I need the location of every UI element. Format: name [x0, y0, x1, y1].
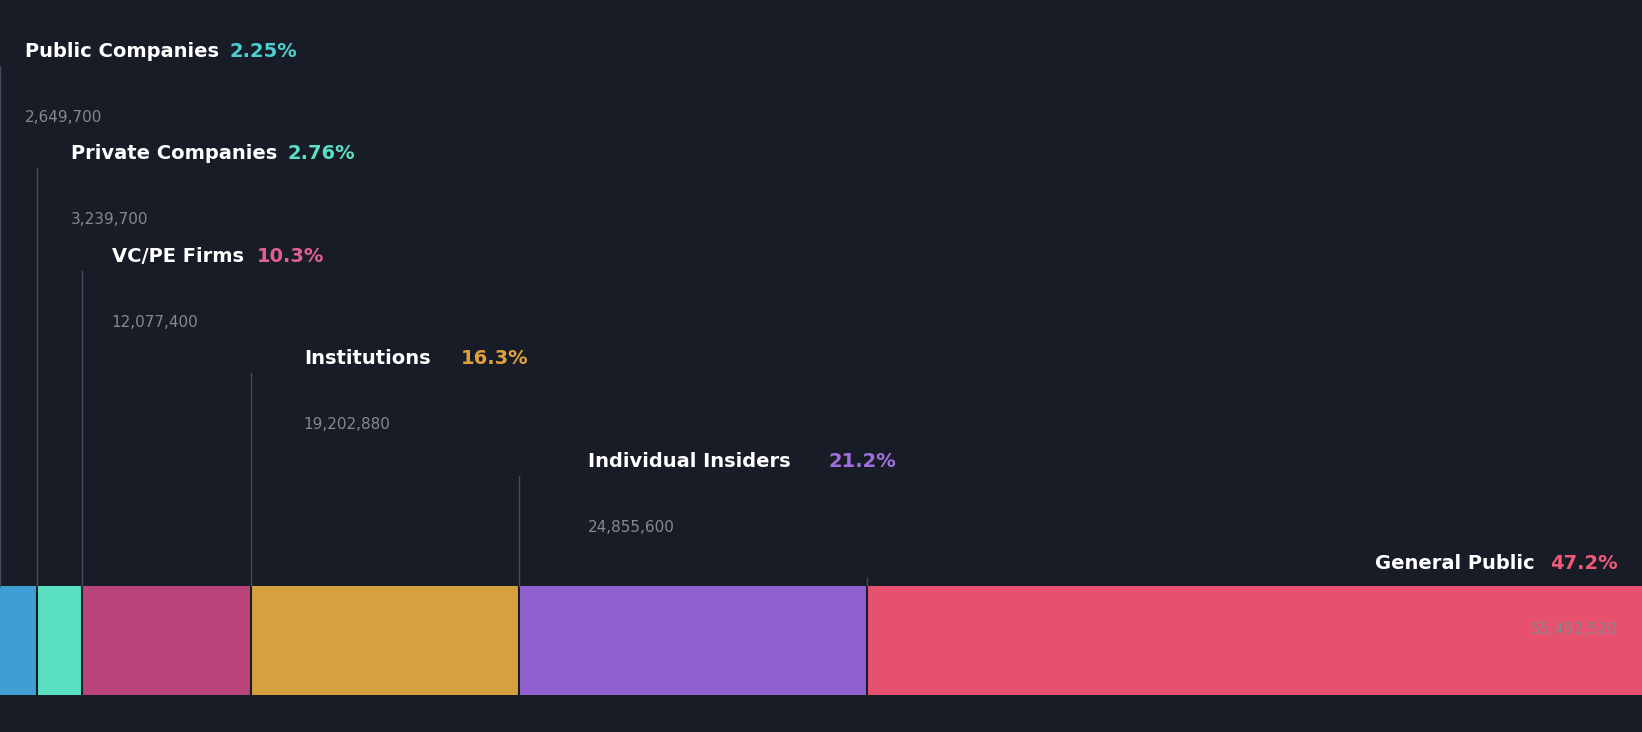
- Text: Institutions: Institutions: [304, 349, 430, 368]
- Text: 10.3%: 10.3%: [256, 247, 323, 266]
- Text: 3,239,700: 3,239,700: [71, 212, 148, 227]
- Text: Individual Insiders: Individual Insiders: [588, 452, 790, 471]
- Text: 19,202,880: 19,202,880: [304, 417, 391, 432]
- Text: 47.2%: 47.2%: [1550, 554, 1617, 573]
- Bar: [251, 586, 519, 695]
- Text: 24,855,600: 24,855,600: [588, 520, 675, 534]
- Bar: [36, 586, 82, 695]
- Text: General Public: General Public: [1376, 554, 1542, 573]
- Text: 16.3%: 16.3%: [461, 349, 529, 368]
- Bar: [0, 586, 36, 695]
- Bar: [82, 586, 251, 695]
- Text: 55,492,520: 55,492,520: [1530, 622, 1617, 637]
- Text: 21.2%: 21.2%: [829, 452, 897, 471]
- Text: 2.25%: 2.25%: [230, 42, 297, 61]
- Text: Private Companies: Private Companies: [71, 144, 277, 163]
- Text: 2,649,700: 2,649,700: [25, 110, 102, 124]
- Bar: [519, 586, 867, 695]
- Text: 2.76%: 2.76%: [287, 144, 355, 163]
- Text: Public Companies: Public Companies: [25, 42, 218, 61]
- Bar: [867, 586, 1642, 695]
- Text: 12,077,400: 12,077,400: [112, 315, 199, 329]
- Text: VC/PE Firms: VC/PE Firms: [112, 247, 243, 266]
